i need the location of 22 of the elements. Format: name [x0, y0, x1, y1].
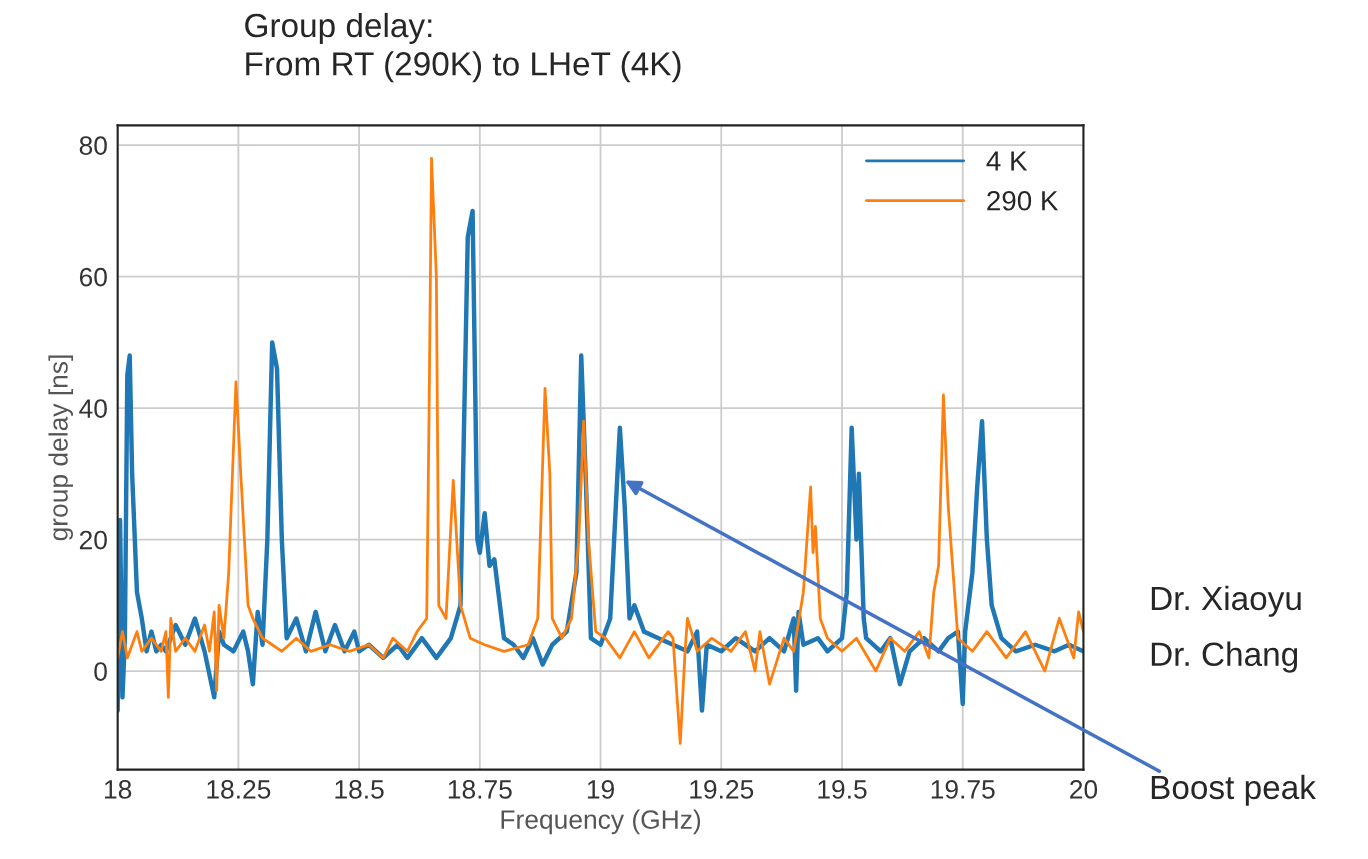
y-tick-label: 40	[79, 399, 107, 418]
x-tick-label: 20	[1070, 780, 1098, 799]
text: Dr. Xiaoyu	[1151, 585, 1301, 617]
legend-label: 4 K	[986, 151, 1028, 171]
chart-title: Group delay: From RT (290K) to LHeT (4K)	[245, 12, 681, 83]
x-tick-label: 19	[587, 780, 614, 799]
y-tick-label: 0	[94, 662, 107, 681]
x-tick-label: 18	[104, 780, 132, 799]
x-tick-label: 19.5	[818, 780, 867, 799]
x-tick-label: 19.75	[931, 780, 995, 799]
y-tick-label: 80	[79, 136, 107, 155]
text: Dr. Chang	[1151, 641, 1298, 673]
y-tick-label: 20	[79, 530, 107, 550]
x-tick-label: 19.25	[690, 780, 754, 799]
y-axis-title: group delay [ns]	[48, 355, 74, 541]
x-axis-title: Frequency (GHz)	[501, 809, 701, 835]
x-tick-label: 18.5	[335, 780, 384, 799]
legend-label: 290 K	[987, 190, 1059, 211]
y-tick-label: 60	[79, 267, 107, 287]
x-tick-label: 18.25	[207, 780, 271, 799]
x-tick-label: 18.75	[448, 780, 512, 799]
annotation: Boost peak	[1151, 774, 1316, 806]
